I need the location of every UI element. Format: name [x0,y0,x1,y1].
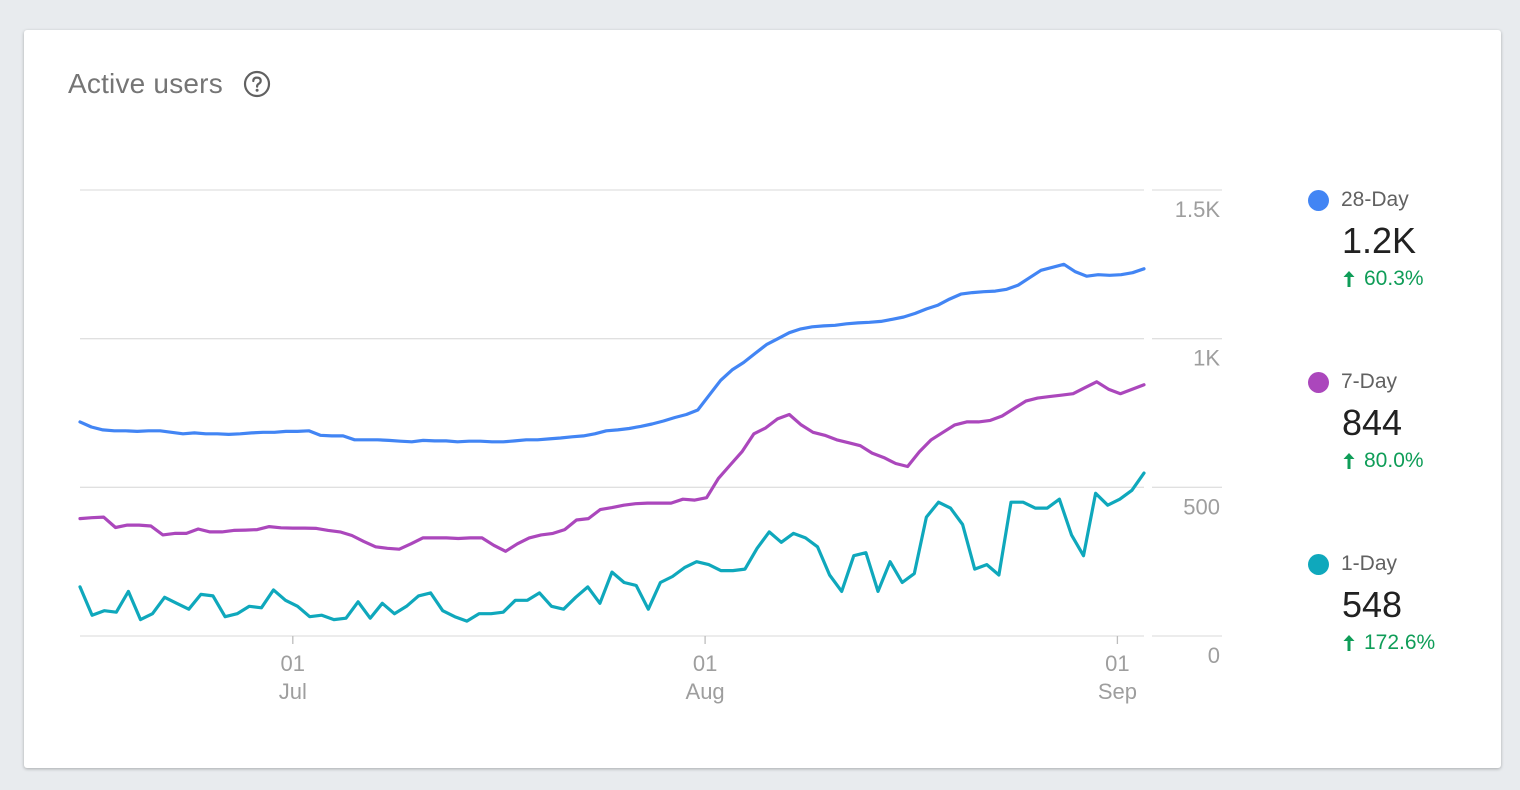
arrow-up-icon [1342,634,1356,652]
legend-change: 80.0% [1342,449,1498,473]
x-tick-label-day: 01 [281,651,305,676]
y-tick-label: 500 [1183,494,1220,519]
series-line-7-day [78,380,1146,553]
active-users-chart: 1.5K 1K 500 0 01 Jul 01 Aug 01 Sep [78,189,1222,704]
help-circle-icon[interactable] [243,70,271,98]
legend-item-1-day[interactable]: 1-Day 548 172.6% [1308,549,1498,655]
legend-metric-value: 548 [1342,584,1403,625]
x-tick-label-day: 01 [1105,651,1129,676]
arrow-up-icon [1342,270,1356,288]
y-tick-label: 1.5K [1175,197,1221,222]
y-tick-label: 0 [1208,643,1220,668]
legend-label: 28-Day [1341,188,1409,211]
card-title: Active users [68,68,223,99]
legend-dot-1-day [1308,553,1329,575]
legend-dot-28-day [1308,189,1329,211]
card-header: Active users [68,68,271,100]
legend-change: 172.6% [1342,631,1498,655]
legend-change-value: 80.0% [1364,449,1424,472]
active-users-card: Active users 1.5K 1K 500 0 01 Jul 01 Aug 01 Sep 2… [24,30,1501,768]
legend-item-28-day[interactable]: 28-Day 1.2K 60.3% [1308,185,1498,291]
x-tick-label-month: Sep [1098,679,1137,704]
legend-change: 60.3% [1342,267,1498,291]
legend-label: 7-Day [1341,370,1398,393]
legend-metric-value: 1.2K [1342,220,1417,261]
legend-change-value: 172.6% [1364,631,1436,654]
x-tick-label-month: Jul [279,679,307,704]
legend-metric-value: 844 [1342,402,1403,443]
series-line-28-day [78,262,1146,444]
legend-label: 1-Day [1341,552,1398,575]
x-tick-label-day: 01 [693,651,717,676]
series-line-1-day [78,471,1146,623]
legend-dot-7-day [1308,371,1329,393]
arrow-up-icon [1342,452,1356,470]
x-tick-label-month: Aug [686,679,725,704]
y-tick-label: 1K [1193,346,1220,371]
legend-change-value: 60.3% [1364,267,1424,290]
legend-item-7-day[interactable]: 7-Day 844 80.0% [1308,367,1498,473]
